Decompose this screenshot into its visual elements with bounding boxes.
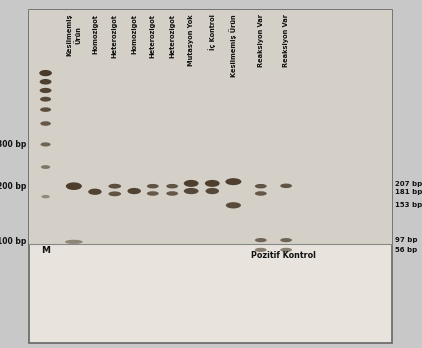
Ellipse shape [255, 238, 267, 242]
Text: Reaksiyon Var: Reaksiyon Var [283, 14, 289, 67]
Ellipse shape [41, 165, 50, 169]
Ellipse shape [39, 70, 52, 76]
Text: 200 bp: 200 bp [0, 182, 27, 191]
Ellipse shape [40, 88, 51, 93]
Text: 56 bp: 56 bp [395, 247, 417, 253]
Ellipse shape [205, 180, 219, 187]
Ellipse shape [225, 178, 241, 185]
Ellipse shape [184, 180, 199, 187]
Ellipse shape [280, 248, 292, 252]
Ellipse shape [255, 248, 267, 252]
Ellipse shape [108, 184, 121, 189]
Ellipse shape [147, 184, 159, 189]
Text: Homozigot: Homozigot [131, 14, 137, 54]
Text: 207 bp: 207 bp [395, 181, 422, 187]
Ellipse shape [226, 202, 241, 208]
Text: 300 bp: 300 bp [0, 140, 27, 149]
Ellipse shape [41, 142, 51, 147]
Text: 153 bp: 153 bp [395, 202, 422, 208]
Text: 97 bp: 97 bp [395, 237, 417, 243]
Ellipse shape [40, 107, 51, 112]
Text: Kesilmemiş
Ürün: Kesilmemiş Ürün [67, 14, 81, 56]
Text: Kesilmemiş Ürün: Kesilmemiş Ürün [230, 14, 237, 77]
Text: 100 bp: 100 bp [0, 237, 27, 246]
Ellipse shape [41, 195, 50, 198]
Ellipse shape [166, 191, 178, 196]
Text: Mutasyon Yok: Mutasyon Yok [188, 14, 194, 65]
Text: Reaksiyon Var: Reaksiyon Var [258, 14, 264, 67]
Text: İç Kontrol: İç Kontrol [208, 14, 216, 50]
Ellipse shape [280, 238, 292, 242]
Ellipse shape [65, 240, 83, 244]
Ellipse shape [40, 79, 51, 85]
Text: Heterozigot: Heterozigot [169, 14, 175, 58]
Ellipse shape [41, 121, 51, 126]
Ellipse shape [280, 184, 292, 188]
Ellipse shape [147, 191, 159, 196]
Text: Pozitif Kontrol: Pozitif Kontrol [251, 251, 316, 260]
Ellipse shape [206, 188, 219, 194]
Bar [29, 10, 392, 244]
Ellipse shape [255, 184, 267, 189]
Text: 181 bp: 181 bp [395, 189, 422, 196]
Ellipse shape [255, 191, 267, 196]
Text: Homozigot: Homozigot [92, 14, 98, 54]
Ellipse shape [127, 188, 141, 194]
Ellipse shape [108, 191, 121, 196]
Text: M: M [41, 246, 50, 255]
Ellipse shape [184, 188, 199, 194]
Text: Heterozigot: Heterozigot [150, 14, 156, 58]
Ellipse shape [166, 184, 178, 189]
Ellipse shape [88, 189, 102, 195]
Bar [29, 10, 392, 343]
Ellipse shape [40, 97, 51, 102]
Text: Heterozigot: Heterozigot [112, 14, 118, 58]
Ellipse shape [66, 182, 82, 190]
